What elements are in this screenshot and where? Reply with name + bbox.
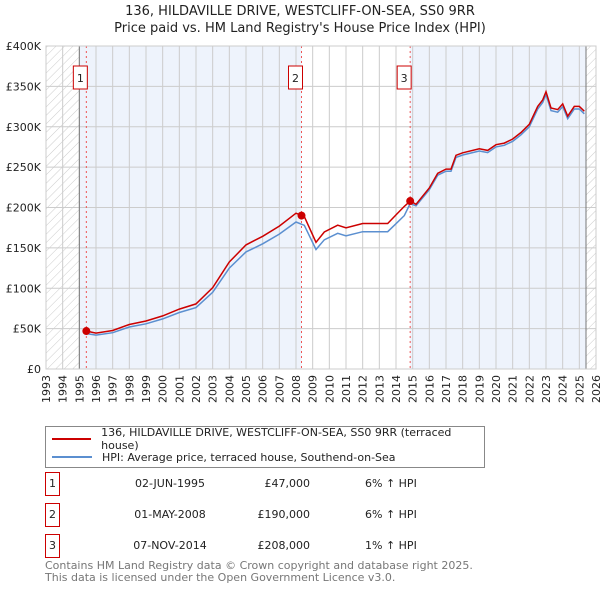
sale-marker-number: 2 — [292, 72, 299, 85]
x-tick-label: 2013 — [373, 375, 386, 403]
x-tick-label: 1993 — [40, 375, 53, 403]
y-tick-label: £150K — [6, 242, 42, 255]
sale-row: 1 02-JUN-1995 £47,000 6% ↑ HPI — [45, 472, 545, 496]
x-tick-label: 2019 — [473, 375, 486, 403]
plot-border — [45, 45, 597, 370]
sale-date: 07-NOV-2014 — [133, 539, 207, 552]
chart-subtitle: Price paid vs. HM Land Registry's House … — [114, 21, 486, 36]
x-tick-label: 2014 — [390, 375, 403, 403]
x-tick-label: 2018 — [457, 375, 470, 403]
legend-swatch-property — [52, 438, 92, 440]
x-tick-label: 1996 — [90, 375, 103, 403]
x-tick-label: 2017 — [440, 375, 453, 403]
sale-point — [297, 211, 306, 220]
price-chart: 1993 1994 1995 1996 1997 1998 1999 2000 2001 2002… — [6, 40, 600, 403]
sale-date: 02-JUN-1995 — [134, 477, 206, 490]
sale-hpi: 6% ↑ HPI — [365, 508, 417, 521]
sale-marker-box — [72, 65, 88, 90]
y-tick-label: £350K — [6, 80, 42, 93]
y-tick-label: £300K — [6, 121, 42, 134]
sale-marker-box — [288, 65, 303, 90]
y-tick-label: £400K — [6, 40, 42, 53]
x-tick-label: 2006 — [257, 375, 270, 403]
sale-price: £190,000 — [257, 508, 311, 521]
x-tick-label: 2025 — [573, 375, 586, 403]
chart-title: 136, HILDAVILLE DRIVE, WESTCLIFF-ON-SEA,… — [125, 4, 475, 19]
legend-swatch-hpi — [52, 456, 92, 458]
x-tick-label: 2009 — [307, 375, 320, 403]
sale-point — [82, 327, 91, 336]
sale-marker-label: 2 — [45, 503, 60, 527]
sale-marker-box — [396, 65, 412, 90]
x-tick-label: 1998 — [123, 375, 136, 403]
x-tick-label: 2023 — [540, 375, 553, 403]
sale-marker-number: 3 — [401, 72, 408, 85]
property-price-line — [85, 89, 585, 334]
x-tick-label: 1994 — [57, 375, 70, 403]
x-tick-label: 1999 — [140, 375, 153, 403]
x-tick-label: 2004 — [223, 375, 236, 403]
x-tick-label: 2016 — [423, 375, 436, 403]
legend: 136, HILDAVILLE DRIVE, WESTCLIFF-ON-SEA,… — [45, 426, 485, 468]
sale-point — [406, 197, 415, 206]
x-tick-label: 2015 — [407, 375, 420, 403]
hpi-line — [85, 92, 585, 336]
x-tick-label: 2002 — [190, 375, 203, 403]
x-tick-label: 2005 — [240, 375, 253, 403]
x-tick-label: 2003 — [207, 375, 220, 403]
x-tick-label: 2020 — [490, 375, 503, 403]
x-tick-label: 2024 — [557, 375, 570, 403]
x-tick-label: 2012 — [357, 375, 370, 403]
y-tick-label: £200K — [6, 202, 42, 215]
x-tick-label: 2008 — [290, 375, 303, 403]
legend-hpi: HPI: Average price, terraced house, Sout… — [102, 450, 396, 464]
x-tick-label: 2011 — [340, 375, 353, 403]
sale-price: £47,000 — [264, 477, 311, 490]
y-tick-label: £250K — [6, 161, 42, 174]
x-tick-label: 2007 — [273, 375, 286, 403]
sale-hpi: 1% ↑ HPI — [365, 539, 417, 552]
y-tick-label: £0 — [27, 363, 41, 376]
sale-marker-label: 1 — [45, 472, 60, 496]
x-tick-label: 1997 — [107, 375, 120, 403]
x-tick-label: 2010 — [323, 375, 336, 403]
sale-row: 3 07-NOV-2014 £208,000 1% ↑ HPI — [45, 534, 545, 558]
x-tick-label: 2000 — [157, 375, 170, 403]
y-tick-label: £50K — [13, 323, 42, 336]
sale-marker-number: 1 — [77, 72, 84, 85]
footer-licence: This data is licensed under the Open Gov… — [45, 571, 396, 584]
sale-marker-label: 3 — [45, 534, 60, 558]
footer-copyright: Contains HM Land Registry data © Crown c… — [45, 559, 473, 572]
sale-date: 01-MAY-2008 — [134, 508, 206, 521]
x-tick-label: 2022 — [523, 375, 536, 403]
x-tick-label: 2001 — [173, 375, 186, 403]
y-tick-label: £100K — [6, 282, 42, 295]
legend-property: 136, HILDAVILLE DRIVE, WESTCLIFF-ON-SEA,… — [101, 426, 452, 452]
sale-row: 2 01-MAY-2008 £190,000 6% ↑ HPI — [45, 503, 545, 527]
x-tick-label: 2026 — [590, 375, 600, 403]
x-tick-label: 2021 — [507, 375, 520, 403]
sale-hpi: 6% ↑ HPI — [365, 477, 417, 490]
x-tick-label: 1995 — [73, 375, 86, 403]
sale-price: £208,000 — [257, 539, 311, 552]
